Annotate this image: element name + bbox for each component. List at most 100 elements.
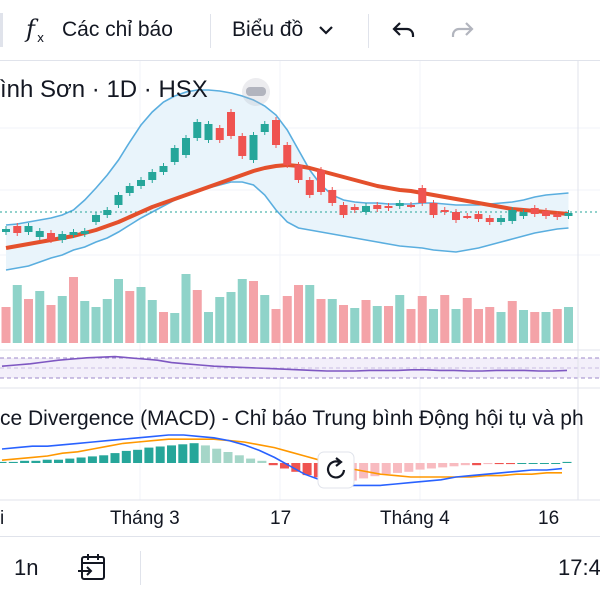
indicators-label: Các chỉ báo bbox=[62, 18, 173, 41]
pane-resize-handle bbox=[246, 87, 266, 96]
x-axis-label: Tháng 4 bbox=[380, 508, 450, 529]
candle-body bbox=[440, 210, 449, 212]
candle-body bbox=[204, 124, 213, 140]
volume-bar bbox=[192, 290, 202, 343]
candle-body bbox=[542, 211, 550, 216]
go-to-date-button[interactable] bbox=[76, 551, 108, 589]
macd-histogram-bar bbox=[415, 463, 425, 470]
band-fill bbox=[6, 90, 569, 270]
macd-histogram-bar bbox=[121, 450, 131, 463]
chart-grid bbox=[0, 61, 600, 500]
candle-body bbox=[317, 170, 325, 192]
bottom-divider bbox=[140, 551, 141, 585]
candle-body bbox=[170, 148, 179, 162]
candle-body bbox=[114, 195, 123, 205]
volume-bar bbox=[474, 309, 483, 343]
interval-button[interactable]: 1n bbox=[14, 555, 39, 580]
reset-button-bg bbox=[317, 451, 355, 489]
candlesticks bbox=[2, 109, 573, 243]
volume-bar bbox=[147, 300, 157, 343]
macd-histogram-bar bbox=[393, 463, 402, 473]
volume-bar bbox=[204, 312, 213, 343]
volume-bar bbox=[102, 299, 112, 343]
candle-body bbox=[452, 212, 460, 220]
macd-histogram-bar bbox=[494, 463, 504, 465]
volume-bar bbox=[215, 297, 225, 343]
volume-bar bbox=[125, 291, 135, 343]
candle-body bbox=[260, 124, 269, 132]
candle-body bbox=[249, 135, 258, 160]
volume-bars bbox=[1, 274, 573, 343]
macd-histogram-bar bbox=[438, 463, 448, 468]
volume-bar bbox=[541, 312, 551, 343]
volume-bar bbox=[316, 299, 326, 343]
macd-histogram-bar bbox=[99, 455, 109, 463]
volume-bar bbox=[24, 299, 33, 343]
volume-bar bbox=[530, 312, 540, 343]
candle-body bbox=[58, 234, 67, 240]
macd-histogram-bar bbox=[110, 453, 120, 463]
macd-histogram-bar bbox=[381, 463, 391, 474]
macd-histogram-bar bbox=[528, 463, 538, 464]
toolbar-left-edge bbox=[0, 10, 3, 50]
volume-bar bbox=[159, 312, 168, 343]
candle-body bbox=[463, 216, 472, 218]
undo-button[interactable] bbox=[390, 10, 418, 50]
price-chart[interactable] bbox=[0, 61, 600, 533]
macd-histogram-bar bbox=[426, 463, 436, 469]
macd-histogram-bar bbox=[246, 458, 256, 463]
redo-button[interactable] bbox=[448, 10, 476, 50]
macd-histogram-bar bbox=[257, 460, 267, 463]
candle-body bbox=[429, 203, 438, 215]
macd-histogram-bar bbox=[87, 456, 97, 463]
chevron-down-icon bbox=[319, 26, 334, 35]
volume-bar bbox=[282, 296, 292, 343]
x-axis-label: i bbox=[0, 508, 5, 529]
volume-bar bbox=[339, 305, 348, 343]
rsi-pane bbox=[0, 349, 600, 389]
candle-body bbox=[272, 120, 280, 145]
candle-body bbox=[350, 207, 359, 210]
candle-body bbox=[13, 226, 22, 233]
indicators-button[interactable]: f x Các chỉ báo bbox=[24, 10, 173, 50]
candle-body bbox=[294, 165, 303, 180]
lower-band-line bbox=[5, 181, 569, 271]
volume-bar bbox=[170, 313, 180, 343]
rsi-band bbox=[0, 358, 600, 378]
volume-bar bbox=[57, 296, 67, 343]
macd-histogram-bar bbox=[20, 460, 30, 463]
macd-histogram-bar bbox=[291, 463, 301, 472]
chart-overlay bbox=[0, 61, 600, 501]
volume-bar bbox=[136, 287, 146, 343]
volume-bar bbox=[485, 307, 495, 343]
volume-bar bbox=[35, 291, 45, 343]
candle-body bbox=[474, 214, 483, 219]
volume-bar bbox=[417, 296, 427, 343]
candle-body bbox=[137, 180, 145, 186]
candle-body bbox=[485, 218, 494, 222]
volume-bar bbox=[1, 307, 11, 343]
macd-title: ce Divergence (MACD) - Chỉ báo Trung bìn… bbox=[0, 407, 584, 430]
volume-bar bbox=[305, 285, 315, 343]
candle-body bbox=[238, 136, 247, 156]
macd-histogram-bar bbox=[200, 445, 210, 463]
macd-histogram-bar bbox=[234, 455, 244, 463]
macd-histogram-bar bbox=[280, 463, 289, 469]
macd-histogram-bar bbox=[76, 457, 86, 463]
macd-histogram-bar bbox=[562, 461, 572, 463]
volume-bar bbox=[552, 309, 562, 343]
candle-body bbox=[182, 138, 190, 155]
macd-histogram-bar bbox=[268, 463, 278, 466]
top-toolbar: f x Các chỉ báo Biểu đồ bbox=[0, 0, 600, 61]
candle-body bbox=[362, 206, 370, 212]
refresh-icon-arrow bbox=[335, 457, 343, 467]
candle-body bbox=[92, 215, 100, 222]
macd-histogram-bar bbox=[178, 444, 188, 463]
chart-type-label: Biểu đồ bbox=[232, 18, 304, 41]
volume-bar bbox=[69, 277, 78, 343]
macd-histogram-bar bbox=[517, 463, 527, 464]
reset-chart-button[interactable] bbox=[317, 451, 355, 489]
chart-type-button[interactable]: Biểu đồ bbox=[232, 10, 337, 50]
candle-body bbox=[497, 218, 505, 222]
volume-bar bbox=[91, 307, 101, 343]
